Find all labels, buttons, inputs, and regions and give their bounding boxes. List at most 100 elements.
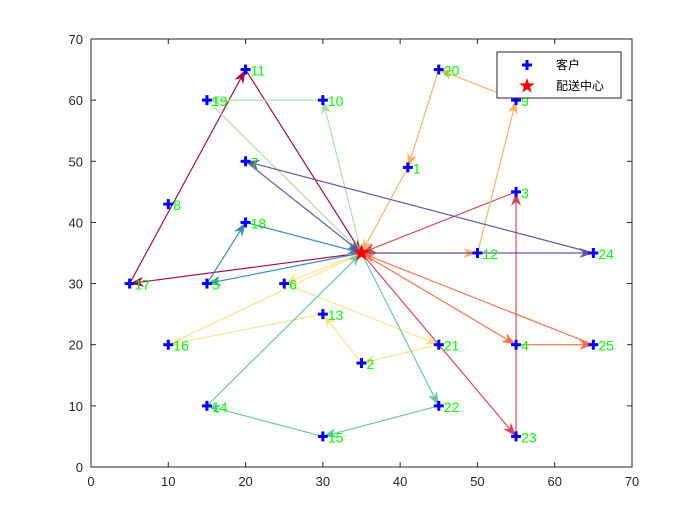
x-tick-label: 0 <box>87 474 94 489</box>
customer-point-21 <box>433 339 444 350</box>
y-tick-label: 20 <box>69 338 83 353</box>
y-tick-label: 0 <box>76 460 83 475</box>
x-tick-label: 60 <box>547 474 561 489</box>
route-segment <box>206 99 362 254</box>
customer-label-18: 18 <box>251 215 267 231</box>
customer-point-2 <box>356 358 367 369</box>
route-segment <box>407 69 440 168</box>
customer-label-11: 11 <box>251 63 266 79</box>
ticks-layer: 0 10 20 30 40 50 60 70 0 10 20 30 40 50 60 70 <box>69 32 640 489</box>
legend-label-depot: 配送中心 <box>556 78 604 93</box>
x-tick-label: 30 <box>316 474 330 489</box>
customer-point-20 <box>433 64 444 75</box>
customer-point-16 <box>163 339 174 350</box>
route-3-leg-1 <box>361 252 517 346</box>
customer-label-17: 17 <box>135 277 151 293</box>
depot-marker <box>352 244 371 261</box>
customer-label-2: 2 <box>367 356 375 372</box>
customer-label-6: 6 <box>289 277 297 293</box>
route-arrowhead <box>428 391 439 406</box>
route-8-leg-2 <box>206 222 247 284</box>
x-tick-label: 70 <box>625 474 639 489</box>
route-arrowhead <box>233 222 246 237</box>
customer-point-8 <box>163 199 174 210</box>
customer-label-25: 25 <box>598 338 614 354</box>
route-4-leg-5 <box>360 167 409 254</box>
route-arrowhead <box>322 314 336 329</box>
customer-label-24: 24 <box>598 246 614 262</box>
customer-label-5: 5 <box>212 277 220 293</box>
customer-label-8: 8 <box>173 197 181 213</box>
customer-point-17 <box>124 278 135 289</box>
customer-point-15 <box>317 431 328 442</box>
customer-label-19: 19 <box>212 93 228 109</box>
customer-label-23: 23 <box>521 429 537 445</box>
customer-point-14 <box>201 400 212 411</box>
route-segment <box>322 313 362 364</box>
customer-label-15: 15 <box>328 429 344 445</box>
route-arrowhead <box>503 422 517 437</box>
route-arrowhead <box>361 238 373 253</box>
route-6-leg-2 <box>206 95 323 106</box>
customer-label-22: 22 <box>444 399 460 415</box>
route-segment <box>206 405 324 438</box>
route-segment <box>206 222 247 284</box>
route-segment <box>129 69 247 284</box>
route-segment <box>361 344 439 364</box>
customer-point-19 <box>201 95 212 106</box>
route-7-leg-1 <box>360 252 440 407</box>
customer-label-20: 20 <box>444 63 460 79</box>
customer-label-9: 9 <box>521 93 529 109</box>
route-segment <box>168 313 323 346</box>
route-arrowhead <box>284 273 300 284</box>
customer-point-25 <box>588 339 599 350</box>
customer-point-7 <box>240 156 251 167</box>
customer-point-11 <box>240 64 251 75</box>
route-5-leg-1 <box>283 252 362 285</box>
route-segment <box>360 167 409 254</box>
customer-point-4 <box>511 339 522 350</box>
route-segment <box>283 283 440 346</box>
route-segment <box>361 252 594 346</box>
route-4-leg-4 <box>407 69 440 168</box>
route-segment <box>322 99 363 254</box>
route-segment <box>206 252 362 285</box>
customer-label-1: 1 <box>413 160 421 176</box>
route-segment <box>245 221 362 254</box>
route-segment <box>129 252 362 285</box>
points-layer <box>124 64 599 442</box>
route-3-leg-2 <box>516 339 594 350</box>
customer-label-7: 7 <box>251 154 259 170</box>
y-tick-label: 30 <box>69 277 83 292</box>
route-segment <box>476 99 517 254</box>
y-tick-label: 70 <box>69 32 83 47</box>
y-tick-label: 10 <box>69 399 83 414</box>
y-tick-label: 60 <box>69 93 83 108</box>
customer-point-23 <box>511 431 522 442</box>
routes-layer <box>129 69 594 438</box>
customer-label-13: 13 <box>328 307 344 323</box>
route-segment <box>361 252 517 346</box>
plot-frame <box>90 38 633 468</box>
route-segment <box>360 252 440 407</box>
route-9-leg-3 <box>245 160 362 254</box>
customer-point-12 <box>472 248 483 258</box>
legend-depot-icon <box>519 78 535 93</box>
route-arrowhead <box>501 333 517 345</box>
customer-point-13 <box>317 309 328 320</box>
customer-label-4: 4 <box>521 338 529 354</box>
customer-point-6 <box>279 278 290 289</box>
route-segment <box>245 160 362 254</box>
route-segment <box>322 405 439 438</box>
route-arrowhead <box>423 334 439 345</box>
x-tick-label: 10 <box>161 474 175 489</box>
route-segment <box>168 252 362 346</box>
route-segment <box>283 252 362 285</box>
legend-label-customer: 客户 <box>556 57 580 72</box>
customer-point-1 <box>402 162 413 173</box>
y-tick-label: 40 <box>69 215 83 230</box>
customer-point-18 <box>240 217 251 228</box>
